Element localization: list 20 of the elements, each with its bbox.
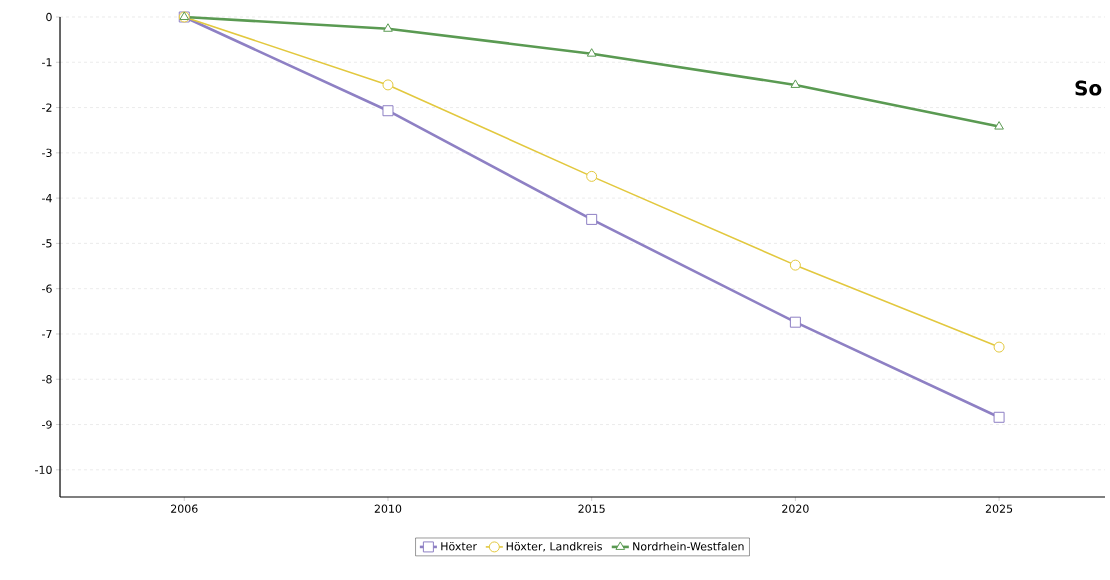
y-tick-label: -9 xyxy=(42,420,52,429)
y-tick-label: -8 xyxy=(42,375,52,384)
legend-label: Nordrhein-Westfalen xyxy=(633,541,744,551)
legend-label: Höxter, Landkreis xyxy=(506,541,602,552)
annotation: So xyxy=(1075,80,1102,96)
y-tick-label: -4 xyxy=(42,194,52,203)
x-tick-label: 2010 xyxy=(374,504,402,513)
legend-label: Höxter xyxy=(441,542,477,551)
x-tick-label: 2020 xyxy=(782,504,809,513)
y-tick-label: -7 xyxy=(42,329,52,338)
y-tick-label: 0 xyxy=(46,12,52,22)
y-tick-label: -10 xyxy=(35,465,52,474)
y-tick-label: -5 xyxy=(42,239,52,248)
y-tick-label: -1 xyxy=(42,58,52,67)
y-tick-label: -6 xyxy=(42,284,52,293)
y-tick-label: -2 xyxy=(42,103,52,112)
x-tick-label: 2006 xyxy=(171,504,198,513)
x-tick-label: 2025 xyxy=(985,504,1013,513)
x-tick-label: 2015 xyxy=(578,504,605,513)
y-tick-label: -3 xyxy=(42,148,52,157)
